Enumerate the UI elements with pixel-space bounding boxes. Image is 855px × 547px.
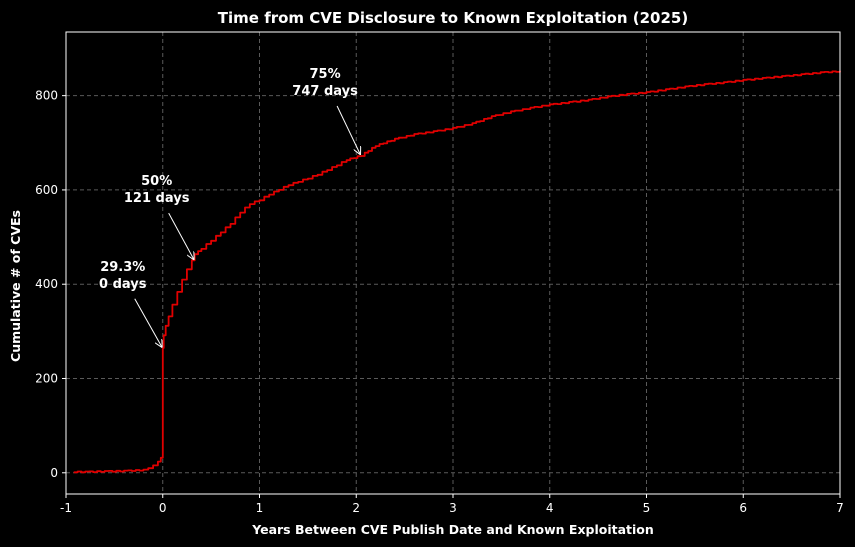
annotation-days: 0 days — [99, 277, 147, 292]
x-tick-label: -1 — [60, 501, 72, 515]
annotation-days: 747 days — [292, 84, 358, 99]
x-tick-label: 1 — [256, 501, 264, 515]
annotation-arrow — [336, 105, 360, 154]
x-tick-label: 5 — [643, 501, 651, 515]
annotation-arrow — [134, 298, 162, 347]
y-tick-label: 400 — [35, 277, 58, 291]
chart-title: Time from CVE Disclosure to Known Exploi… — [218, 9, 688, 27]
annotation-percent: 75% — [310, 67, 341, 82]
annotations: 29.3% 0 days 50% 121 days 75% 747 days — [99, 67, 360, 347]
y-tick-label: 800 — [35, 89, 58, 103]
x-tick-label: 3 — [449, 501, 457, 515]
x-tick-label: 7 — [836, 501, 844, 515]
x-tick-label: 2 — [352, 501, 360, 515]
annotation-percent: 29.3% — [100, 260, 145, 275]
y-tick-label: 0 — [50, 466, 58, 480]
y-axis-label: Cumulative # of CVEs — [8, 210, 23, 362]
annotation-arrow — [168, 212, 194, 259]
x-tick-label: 0 — [159, 501, 167, 515]
x-tick-label: 6 — [739, 501, 747, 515]
axis-ticks: -1 0 1 2 3 4 5 6 7 0 200 400 600 800 — [35, 89, 844, 515]
annotation-days: 121 days — [124, 191, 190, 206]
grid — [66, 32, 840, 494]
annotation-percent: 50% — [141, 174, 172, 189]
y-tick-label: 600 — [35, 183, 58, 197]
x-axis-label: Years Between CVE Publish Date and Known… — [251, 522, 654, 537]
y-tick-label: 200 — [35, 372, 58, 386]
x-tick-label: 4 — [546, 501, 554, 515]
